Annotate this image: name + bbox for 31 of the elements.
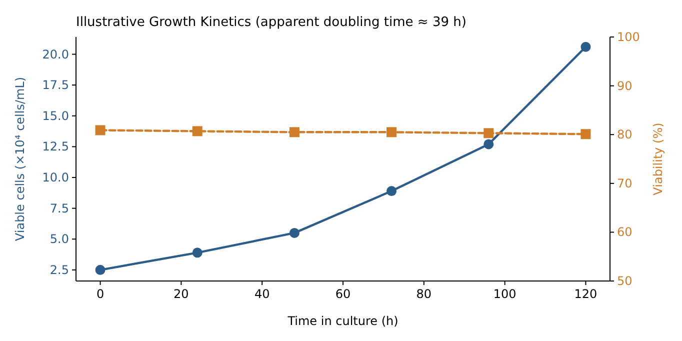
x-tick-label: 0	[96, 287, 104, 301]
y-tick-label: 12.5	[42, 140, 69, 154]
y2-tick-label: 90	[617, 78, 632, 93]
x-tick-label: 20	[174, 287, 189, 301]
point	[386, 186, 397, 196]
x-tick-label: 100	[493, 287, 516, 301]
y2-tick-label: 80	[617, 128, 632, 142]
x-tick-label: 60	[335, 287, 351, 301]
chart-title: Illustrative Growth Kinetics (apparent doubling time ≈ 39 h)	[76, 15, 466, 30]
y-tick-label: 20.0	[42, 47, 69, 62]
x-tick-label: 40	[254, 287, 270, 301]
y2-tick-label: 60	[617, 225, 632, 240]
x-axis-title: Time in culture (h)	[286, 314, 398, 328]
y-tick-label: 2.5	[50, 262, 69, 277]
y-tick-label: 7.5	[50, 201, 69, 216]
y-tick-label: 5.0	[50, 232, 69, 246]
point	[95, 264, 106, 275]
point	[580, 42, 591, 52]
y2-axis-title: Viability (%)	[651, 122, 665, 196]
y-tick-label: 10.0	[42, 170, 69, 184]
point	[289, 228, 300, 238]
point	[192, 248, 202, 258]
x-tick-label: 120	[574, 287, 598, 301]
y2-tick-label: 70	[617, 176, 632, 190]
y-axis-title: Viable cells (×10⁴ cells/mL)	[13, 76, 27, 242]
point	[484, 139, 494, 150]
y2-tick-label: 100	[617, 30, 640, 44]
y-tick-label: 17.5	[42, 78, 69, 92]
y-tick-label: 15.0	[42, 108, 69, 123]
y2-tick-label: 50	[617, 274, 632, 288]
x-tick-label: 80	[416, 287, 432, 301]
